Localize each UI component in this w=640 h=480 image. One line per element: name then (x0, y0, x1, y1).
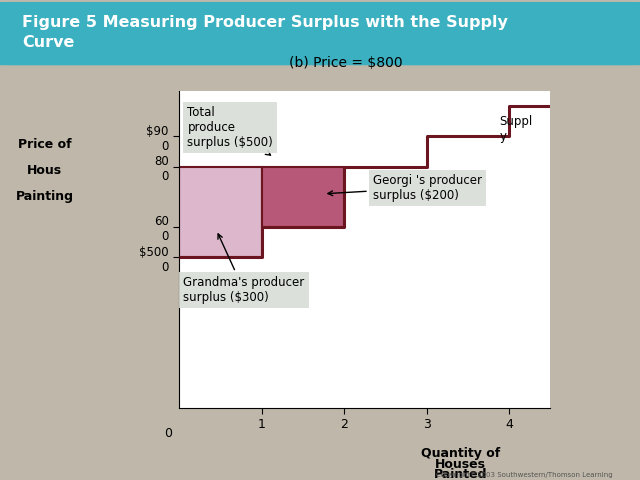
Text: Price of: Price of (18, 137, 72, 151)
Text: Figure 5 Measuring Producer Surplus with the Supply
Curve: Figure 5 Measuring Producer Surplus with… (22, 15, 508, 49)
Text: Painting: Painting (16, 190, 74, 204)
Text: (b) Price = $800: (b) Price = $800 (289, 56, 403, 70)
Text: Grandma's producer
surplus ($300): Grandma's producer surplus ($300) (183, 234, 305, 304)
FancyBboxPatch shape (0, 2, 640, 65)
Text: Suppl
y: Suppl y (499, 115, 532, 144)
Text: Georgi 's producer
surplus ($200): Georgi 's producer surplus ($200) (328, 174, 482, 202)
Bar (179, 167, 262, 257)
Text: Hous: Hous (28, 164, 62, 177)
Text: Painted: Painted (434, 468, 488, 480)
Text: Total
produce
surplus ($500): Total produce surplus ($500) (188, 106, 273, 155)
Text: Quantity of: Quantity of (421, 447, 500, 460)
Text: Houses: Houses (435, 457, 486, 471)
Text: 0: 0 (164, 427, 172, 440)
Text: Copyright©2003 Southwestern/Thomson Learning: Copyright©2003 Southwestern/Thomson Lear… (436, 471, 613, 478)
Bar (262, 167, 344, 227)
